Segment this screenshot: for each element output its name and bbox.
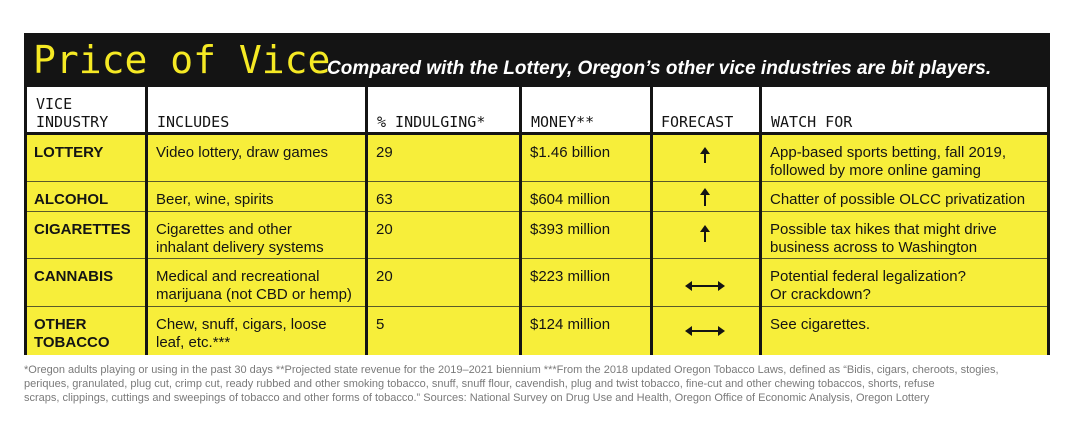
- money-cell: $393 million: [530, 221, 611, 238]
- watch-cell: Potential federal legalization?: [770, 268, 966, 285]
- column-divider: [759, 87, 762, 355]
- page-subtitle: Compared with the Lottery, Oregon’s othe…: [327, 58, 992, 79]
- header-vice-industry-line2: INDUSTRY: [36, 113, 109, 131]
- header-money: MONEY**: [531, 113, 595, 131]
- column-divider: [365, 87, 368, 355]
- footnote-line: periques, granulated, plug cut, crimp cu…: [24, 378, 935, 390]
- industry-cell: CIGARETTES: [34, 221, 131, 238]
- table-row: [24, 212, 1050, 258]
- table-row: [24, 307, 1050, 355]
- industry-cell: ALCOHOL: [34, 191, 109, 208]
- includes-cell: marijuana (not CBD or hemp): [156, 286, 352, 303]
- pct-cell: 5: [376, 316, 385, 333]
- column-divider: [519, 87, 522, 355]
- header-pct-indulging: % INDULGING*: [377, 113, 486, 131]
- column-divider: [650, 87, 653, 355]
- pct-cell: 63: [376, 191, 393, 208]
- footnote-line: scraps, clippings, cuttings and sweeping…: [24, 392, 930, 404]
- row-divider: [24, 211, 1050, 212]
- left-right-arrow-icon: [685, 281, 725, 291]
- row-divider: [24, 306, 1050, 307]
- row-divider: [24, 181, 1050, 182]
- left-right-arrow-icon: [685, 326, 725, 336]
- includes-cell: Chew, snuff, cigars, loose: [156, 316, 327, 333]
- header-includes: INCLUDES: [157, 113, 230, 131]
- includes-cell: inhalant delivery systems: [156, 239, 324, 256]
- header-forecast: FORECAST: [661, 113, 734, 131]
- watch-cell: followed by more online gaming: [770, 162, 981, 179]
- up-arrow-icon: [700, 147, 710, 163]
- pct-cell: 20: [376, 221, 393, 238]
- page-title: Price of Vice: [33, 38, 331, 82]
- includes-cell: Medical and recreational: [156, 268, 320, 285]
- money-cell: $124 million: [530, 316, 611, 333]
- footnote-line: *Oregon adults playing or using in the p…: [24, 364, 999, 376]
- pct-cell: 29: [376, 144, 393, 161]
- industry-cell: TOBACCO: [34, 334, 110, 351]
- table-row: [24, 259, 1050, 306]
- watch-cell: App-based sports betting, fall 2019,: [770, 144, 1006, 161]
- table-row: [24, 135, 1050, 181]
- industry-cell: CANNABIS: [34, 268, 114, 285]
- industry-cell: OTHER: [34, 316, 87, 333]
- watch-cell: See cigarettes.: [770, 316, 871, 333]
- column-divider: [24, 87, 27, 355]
- pct-cell: 20: [376, 268, 393, 285]
- includes-cell: leaf, etc.***: [156, 334, 231, 351]
- industry-cell: LOTTERY: [34, 144, 104, 161]
- up-arrow-icon: [700, 225, 710, 242]
- includes-cell: Video lottery, draw games: [156, 144, 329, 161]
- includes-cell: Beer, wine, spirits: [156, 191, 274, 208]
- title-banner: [24, 33, 1050, 87]
- watch-cell: business across to Washington: [770, 239, 978, 256]
- money-cell: $1.46 billion: [530, 144, 611, 161]
- up-arrow-icon: [700, 188, 710, 206]
- watch-cell: Chatter of possible OLCC privatization: [770, 191, 1026, 208]
- header-watch-for: WATCH FOR: [771, 113, 853, 131]
- footnote: *Oregon adults playing or using in the p…: [24, 363, 1054, 405]
- money-cell: $604 million: [530, 191, 611, 208]
- vice-table: VICE INDUSTRY INCLUDES % INDULGING* MONE…: [24, 87, 1050, 355]
- column-divider: [145, 87, 148, 355]
- row-divider: [24, 258, 1050, 259]
- header-vice-industry-line1: VICE: [36, 95, 73, 113]
- money-cell: $223 million: [530, 268, 611, 285]
- column-divider: [1047, 87, 1050, 355]
- table-header-row: [24, 87, 1050, 132]
- includes-cell: Cigarettes and other: [156, 221, 292, 238]
- header-divider: [24, 132, 1050, 135]
- watch-cell: Possible tax hikes that might drive: [770, 221, 997, 238]
- watch-cell: Or crackdown?: [770, 286, 871, 303]
- table-row: [24, 182, 1050, 211]
